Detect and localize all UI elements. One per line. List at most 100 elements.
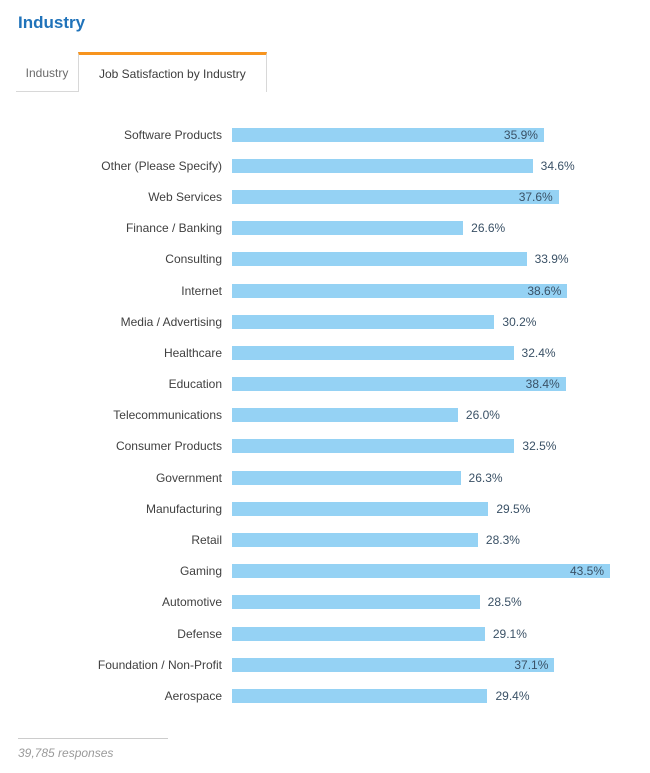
chart-row: Finance / Banking 26.6%: [0, 213, 650, 244]
value-label: 32.5%: [522, 439, 557, 454]
chart-row: Retail 28.3%: [0, 524, 650, 555]
category-label: Other (Please Specify): [101, 158, 222, 173]
bar-track: 34.6%: [232, 158, 610, 173]
value-label: 37.1%: [514, 657, 549, 672]
bar: [232, 314, 495, 329]
bar-track: 28.3%: [232, 533, 610, 548]
bar: [232, 595, 480, 610]
category-label: Aerospace: [164, 688, 222, 703]
tab-bar: Industry Job Satisfaction by Industry: [16, 52, 650, 92]
chart-row: Consulting 33.9%: [0, 244, 650, 275]
value-label: 43.5%: [569, 564, 604, 579]
value-label: 28.5%: [487, 595, 522, 610]
category-label: Gaming: [179, 564, 222, 579]
responses-count: 39,785 responses: [18, 746, 114, 760]
chart-row: Government 26.3%: [0, 462, 650, 493]
value-label: 33.9%: [534, 252, 569, 267]
bar: [232, 252, 527, 267]
chart-row: Healthcare 32.4%: [0, 337, 650, 368]
bar: [232, 158, 533, 173]
bar-track: 32.4%: [232, 345, 610, 360]
value-label: 29.5%: [496, 501, 531, 516]
bar: 38.4%: [232, 377, 566, 392]
category-label: Healthcare: [163, 345, 222, 360]
bar: [232, 439, 515, 454]
tab-industry[interactable]: Industry: [16, 52, 78, 92]
category-label: Consumer Products: [115, 439, 222, 454]
bar-track: 43.5%: [232, 564, 610, 579]
value-label: 26.0%: [465, 408, 500, 423]
chart-row: Telecommunications 26.0%: [0, 400, 650, 431]
category-label: Internet: [181, 283, 222, 298]
bar-track: 35.9%: [232, 127, 610, 142]
category-label: Telecommunications: [113, 408, 222, 423]
value-label: 37.6%: [518, 189, 553, 204]
category-label: Software Products: [123, 127, 222, 142]
category-label: Consulting: [165, 252, 222, 267]
footer-divider: [18, 738, 168, 739]
category-label: Manufacturing: [145, 501, 222, 516]
bar: [232, 626, 485, 641]
bar-track: 28.5%: [232, 595, 610, 610]
bar: [232, 533, 478, 548]
bar-track: 30.2%: [232, 314, 610, 329]
bar-track: 26.6%: [232, 221, 610, 236]
category-label: Foundation / Non-Profit: [97, 657, 222, 672]
value-label: 38.4%: [525, 377, 560, 392]
chart-row: Web Services 37.6%: [0, 181, 650, 212]
value-label: 26.3%: [468, 470, 503, 485]
value-label: 34.6%: [540, 158, 575, 173]
chart-row: Software Products 35.9%: [0, 119, 650, 150]
bar-track: 38.6%: [232, 283, 610, 298]
category-label: Education: [168, 377, 222, 392]
bar: [232, 688, 488, 703]
bar-track: 33.9%: [232, 252, 610, 267]
value-label: 29.1%: [492, 626, 527, 641]
chart-row: Aerospace 29.4%: [0, 680, 650, 711]
value-label: 32.4%: [521, 345, 556, 360]
chart-row: Other (Please Specify) 34.6%: [0, 150, 650, 181]
chart-row: Consumer Products 32.5%: [0, 431, 650, 462]
bar-track: 29.5%: [232, 501, 610, 516]
chart-row: Defense 29.1%: [0, 618, 650, 649]
category-label: Government: [155, 470, 222, 485]
bar: 37.6%: [232, 189, 559, 204]
chart-row: Foundation / Non-Profit 37.1%: [0, 649, 650, 680]
category-label: Web Services: [148, 189, 222, 204]
value-label: 30.2%: [502, 314, 537, 329]
category-label: Automotive: [161, 595, 222, 610]
category-label: Finance / Banking: [125, 221, 222, 236]
chart-row: Automotive 28.5%: [0, 587, 650, 618]
category-label: Media / Advertising: [120, 314, 222, 329]
bar-track: 32.5%: [232, 439, 610, 454]
bar-track: 37.6%: [232, 189, 610, 204]
bar-track: 26.0%: [232, 408, 610, 423]
bar: 43.5%: [232, 564, 610, 579]
bar-track: 26.3%: [232, 470, 610, 485]
bar-track: 29.1%: [232, 626, 610, 641]
bar: 35.9%: [232, 127, 544, 142]
bar-track: 37.1%: [232, 657, 610, 672]
chart-row: Media / Advertising 30.2%: [0, 306, 650, 337]
chart-row: Education 38.4%: [0, 369, 650, 400]
bar: 37.1%: [232, 657, 555, 672]
value-label: 35.9%: [503, 127, 538, 142]
value-label: 29.4%: [495, 688, 530, 703]
bar: [232, 501, 489, 516]
bar: [232, 221, 464, 236]
value-label: 26.6%: [471, 221, 506, 236]
bar: [232, 408, 458, 423]
category-label: Defense: [177, 626, 222, 641]
tab-job-satisfaction-by-industry[interactable]: Job Satisfaction by Industry: [78, 52, 267, 92]
chart-row: Gaming 43.5%: [0, 556, 650, 587]
chart-footer: 39,785 responses: [18, 738, 168, 760]
chart-row: Manufacturing 29.5%: [0, 493, 650, 524]
bar-track: 38.4%: [232, 377, 610, 392]
value-label: 38.6%: [527, 283, 562, 298]
value-label: 28.3%: [485, 533, 520, 548]
job-satisfaction-bar-chart: Software Products 35.9% Other (Please Spec…: [0, 119, 650, 712]
bar: 38.6%: [232, 283, 568, 298]
chart-row: Internet 38.6%: [0, 275, 650, 306]
bar-track: 29.4%: [232, 688, 610, 703]
category-label: Retail: [191, 533, 222, 548]
